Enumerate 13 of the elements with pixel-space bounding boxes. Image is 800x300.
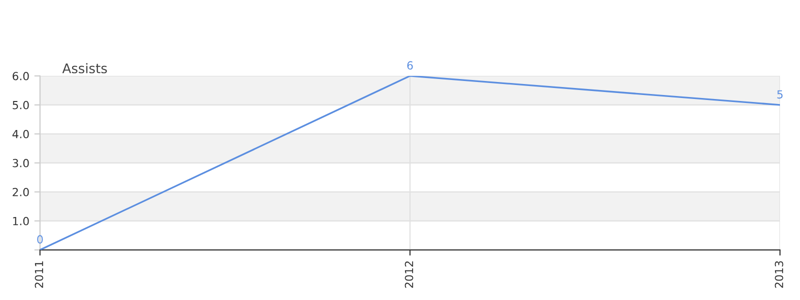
y-tick-label: 4.0 [12, 130, 29, 138]
x-tick-label: 2012 [404, 261, 414, 288]
x-tick-label: 2011 [34, 261, 44, 288]
chart-title: Assists [62, 63, 107, 74]
y-tick-label: 1.0 [13, 216, 29, 226]
y-tick-label: 5.0 [12, 100, 29, 110]
y-tick-label: 6.0 [12, 72, 29, 80]
y-tick-label: 3.0 [12, 158, 29, 168]
data-label: 0 [37, 235, 43, 244]
data-label: 6 [407, 61, 413, 70]
data-label: 5 [777, 90, 783, 99]
y-tick-label: 2.0 [12, 188, 29, 196]
x-tick-label: 2013 [774, 261, 784, 288]
